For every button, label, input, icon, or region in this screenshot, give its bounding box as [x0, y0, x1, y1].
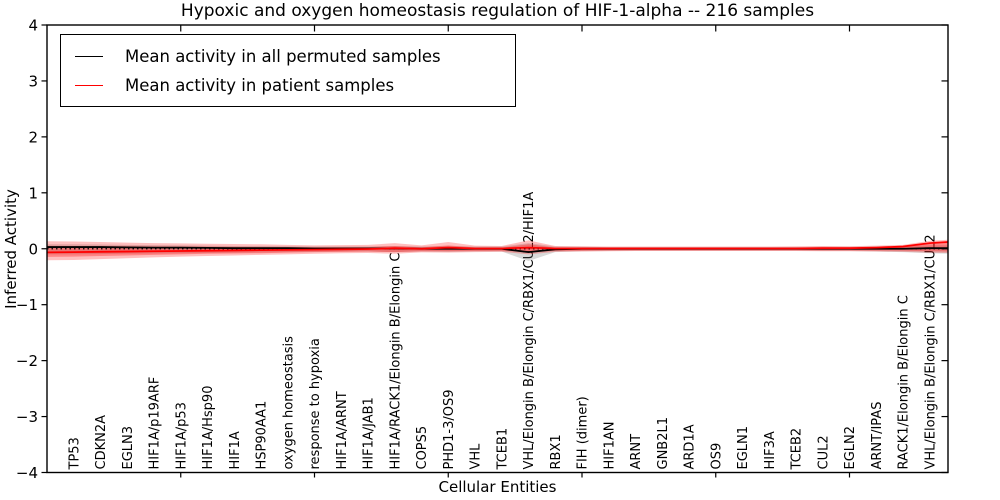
x-axis-category-label: HIF1A/ARNT — [335, 391, 350, 469]
legend-line-sample-red — [75, 85, 103, 86]
x-axis-category-label: COPS5 — [415, 426, 430, 470]
x-axis-category-label: EGLN3 — [121, 426, 136, 470]
x-axis-category-label: PHD1-3/OS9 — [442, 390, 457, 470]
y-axis-label: Inferred Activity — [2, 189, 20, 309]
y-axis-tick-label: 0 — [28, 240, 38, 258]
x-axis-category-label: VHL/Elongin B/Elongin C/RBX1/CUL2/HIF1A — [522, 192, 537, 470]
y-axis-tick-label: −1 — [16, 296, 38, 314]
chart-title: Hypoxic and oxygen homeostasis regulatio… — [180, 1, 815, 21]
x-axis-category-labels: TP53 CDKN2A EGLN3 HIF1A/p19ARF HIF1A/p53 HIF1… — [67, 192, 938, 471]
x-axis-category-label: ARD1A — [683, 424, 698, 469]
x-axis-category-label: HSP90AA1 — [255, 401, 270, 470]
series-line-patient — [46, 241, 949, 254]
x-axis-category-label: HIF1A/JAB1 — [362, 397, 377, 469]
x-axis-category-label: response to hypoxia — [308, 338, 323, 469]
x-axis-category-label: ARNT/IPAS — [870, 402, 885, 470]
x-axis-category-label: VHL/Elongin B/Elongin C/RBX1/CUL2 — [923, 234, 938, 469]
y-axis-tick-labels: 4 3 2 1 0 −1 −2 −3 −4 — [16, 17, 38, 483]
x-axis-category-label: FIH (dimer) — [576, 396, 591, 469]
x-axis-category-label: HIF1A/p53 — [174, 402, 189, 469]
x-axis-category-label: HIF3A — [763, 431, 778, 469]
x-axis-category-label: RBX1 — [549, 434, 564, 469]
band-patient-samples-spread-inner- — [47, 242, 948, 257]
legend-item-patient: Mean activity in patient samples — [75, 71, 501, 100]
y-axis-tick-label: −2 — [16, 352, 38, 370]
x-axis-category-label: VHL — [469, 443, 484, 470]
x-axis-category-label: ARNT — [629, 434, 644, 470]
series-lines — [46, 241, 949, 254]
x-axis-category-label: HIF1A/p19ARF — [148, 377, 163, 470]
y-axis-tick-label: 2 — [28, 128, 38, 146]
legend-label-permuted: Mean activity in all permuted samples — [125, 47, 441, 66]
axes-frame-and-ticks — [41, 24, 949, 478]
x-axis-category-label: CDKN2A — [94, 415, 109, 470]
x-axis-category-label: OS9 — [709, 443, 724, 470]
x-axis-label: Cellular Entities — [438, 478, 557, 496]
x-axis-category-label: EGLN2 — [843, 426, 858, 470]
y-axis-tick-label: −4 — [16, 464, 38, 482]
y-axis-tick-label: 1 — [28, 184, 38, 202]
x-axis-category-label: HIF1AN — [602, 422, 617, 470]
y-axis-tick-label: 3 — [28, 72, 38, 90]
x-axis-category-label: HIF1A/Hsp90 — [201, 386, 216, 470]
x-axis-category-label: HIF1A/RACK1/Elongin B/Elongin C — [388, 253, 403, 470]
band-patient-samples-spread-outer- — [47, 239, 948, 261]
y-axis-tick-label: 4 — [28, 17, 38, 35]
x-axis-category-label: HIF1A — [228, 431, 243, 469]
legend-item-permuted: Mean activity in all permuted samples — [75, 42, 501, 71]
y-axis-tick-label: −3 — [16, 408, 38, 426]
legend-label-patient: Mean activity in patient samples — [125, 76, 395, 95]
x-axis-category-label: RACK1/Elongin B/Elongin C — [897, 295, 912, 469]
x-axis-category-label: CUL2 — [816, 435, 831, 469]
x-axis-category-label: EGLN1 — [736, 426, 751, 470]
x-axis-category-label: TP53 — [67, 437, 82, 470]
x-axis-category-label: oxygen homeostasis — [281, 336, 296, 470]
legend: Mean activity in all permuted samples Me… — [60, 34, 516, 107]
x-axis-category-label: GNB2L1 — [656, 417, 671, 470]
x-axis-category-label: TCEB1 — [495, 428, 510, 471]
legend-line-sample-black — [75, 56, 103, 57]
x-axis-category-label: TCEB2 — [790, 428, 805, 471]
